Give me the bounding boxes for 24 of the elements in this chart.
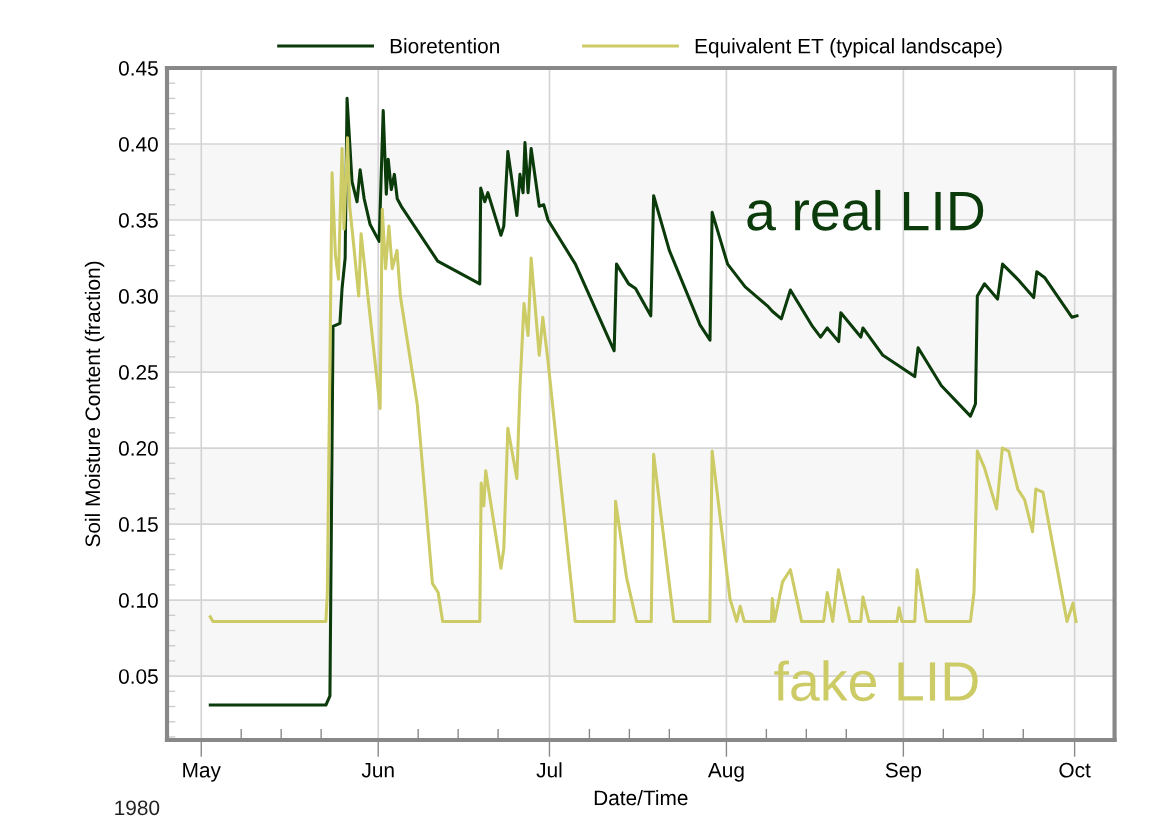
y-tick-label: 0.30 (118, 289, 158, 304)
x-tick-label: Aug (707, 762, 744, 782)
x-tick-label: Jun (361, 762, 394, 778)
y-tick-label: 0.40 (118, 136, 158, 152)
x-tick-label: Oct (1059, 762, 1091, 778)
x-tick-label: May (183, 762, 221, 782)
y-tick-label: 0.05 (118, 669, 158, 684)
x-tick-label: Sep (885, 762, 922, 782)
y-tick-label: 0.45 (118, 60, 158, 76)
y-tick-label: 0.10 (118, 593, 158, 608)
y-tick-label: 0.15 (118, 517, 158, 532)
legend-label: Equivalent ET (typical landscape) (695, 38, 1002, 58)
line-series (208, 136, 1078, 623)
y-tick-label: 0.35 (118, 213, 158, 228)
text: 1980 (115, 800, 160, 816)
annotation: a real LID (747, 189, 984, 231)
x-axis-title: Date/Time (594, 789, 688, 806)
legend-label: Bioretention (390, 38, 499, 54)
y-axis-title: Soil Moisture Content (fraction) (84, 261, 105, 547)
annotation: fake LID (774, 660, 978, 702)
x-tick-label: Jul (536, 762, 562, 778)
y-tick-label: 0.25 (118, 365, 158, 380)
y-tick-label: 0.20 (118, 441, 158, 456)
line-series (208, 96, 1079, 707)
